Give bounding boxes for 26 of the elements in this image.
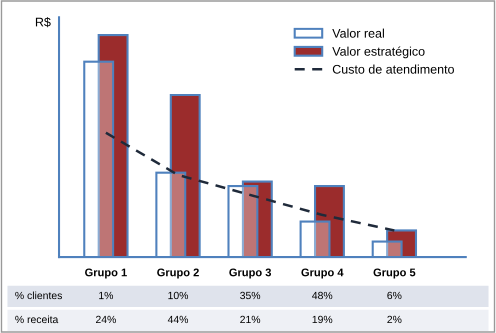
text: 21%: [240, 316, 260, 324]
bar: [155, 172, 186, 258]
text: % clientes: [15, 292, 62, 300]
text: 48%: [312, 292, 332, 300]
legend-label: Custo de atendimento: [332, 64, 454, 74]
text: 19%: [312, 316, 332, 324]
text: % receita: [15, 315, 58, 324]
text: 1%: [99, 292, 114, 300]
text: 35%: [240, 292, 260, 300]
bar: [300, 220, 330, 258]
bar: [372, 240, 403, 258]
x-tick-label: Grupo 5: [374, 268, 416, 279]
x-tick-label: Grupo 4: [301, 268, 344, 279]
text: 2%: [387, 316, 402, 324]
bar: [83, 60, 114, 258]
bar: [227, 184, 258, 258]
y-axis-title: R$: [36, 17, 51, 28]
text: 6%: [387, 292, 402, 300]
text: 10%: [168, 292, 188, 300]
x-tick-label: Grupo 3: [229, 268, 272, 279]
legend-label: Valor real: [332, 28, 384, 38]
legend-label: Valor estratégico: [332, 46, 425, 58]
x-tick-label: Grupo 2: [157, 268, 199, 279]
x-tick-label: Grupo 1: [85, 268, 127, 279]
text: 44%: [168, 316, 188, 324]
text: 24%: [96, 316, 116, 324]
